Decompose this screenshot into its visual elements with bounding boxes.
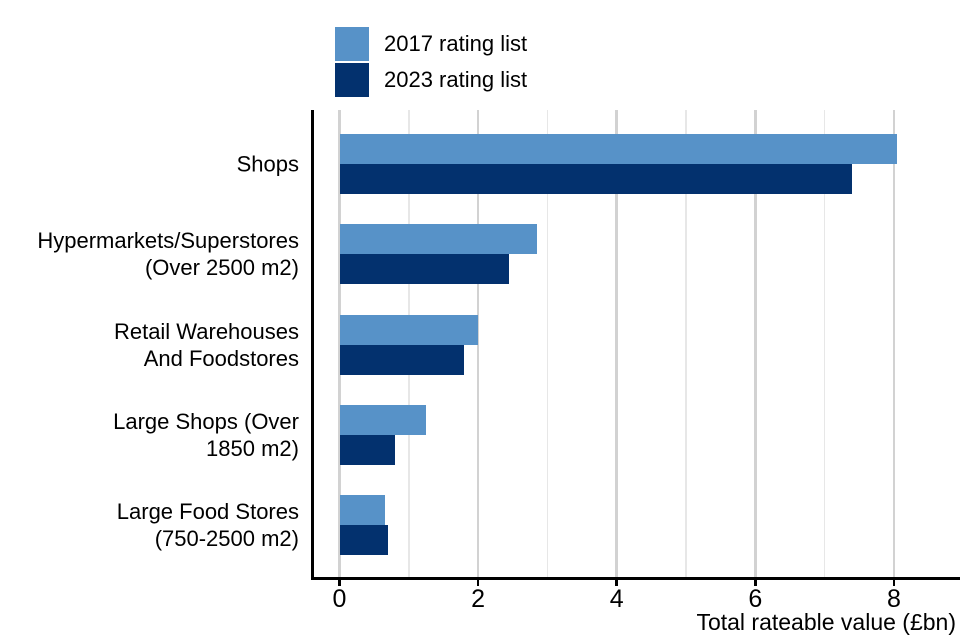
x-axis-title: Total rateable value (£bn) [696,609,956,635]
legend-item-2023: 2023 rating list [335,63,527,97]
bar-2017 [339,224,537,255]
x-tick-label: 2 [471,585,486,613]
gridline-major [615,110,618,578]
bar-2023 [339,525,388,555]
legend-label: 2023 rating list [384,67,528,92]
x-axis-line [310,576,960,580]
gridline-minor [685,110,687,578]
gridline-major [892,110,896,578]
x-axis-tick [476,578,480,586]
legend: 2017 rating list 2023 rating list [335,27,527,97]
y-axis-label: Hypermarkets/Superstores (Over 2500 m2) [37,228,299,281]
x-tick-label: 0 [332,585,347,613]
y-axis-line [310,110,314,578]
legend-swatch-2017 [335,27,369,61]
legend-label: 2017 rating list [384,31,528,56]
bar-2017 [339,404,427,435]
y-axis-label: Large Shops (Over 1850 m2) [113,408,299,461]
bar-2017 [339,134,898,164]
x-tick-label: 4 [609,585,624,613]
legend-item-2017: 2017 rating list [335,27,527,61]
bar-2023 [339,434,395,465]
x-axis-tick [338,578,341,586]
legend-swatch-2023 [335,63,369,97]
y-axis-label: Retail Warehouses And Foodstores [113,318,299,371]
gridline-major [476,110,480,578]
bar-2017 [339,495,385,525]
bar-2023 [339,254,510,285]
x-axis-tick [892,578,896,586]
x-tick-label: 6 [748,585,763,613]
gridline-minor [823,110,826,578]
gridline-major [754,110,757,578]
x-axis-tick [615,578,618,586]
y-axis-label: Shops [236,151,299,177]
bar-2017 [339,314,479,345]
bar-2023 [339,164,853,194]
bar-2023 [339,344,465,375]
x-tick-label: 8 [886,585,901,613]
y-axis-label: Large Food Stores (750-2500 m2) [116,499,299,551]
x-axis-tick [754,578,757,586]
gridline-minor [546,110,549,578]
